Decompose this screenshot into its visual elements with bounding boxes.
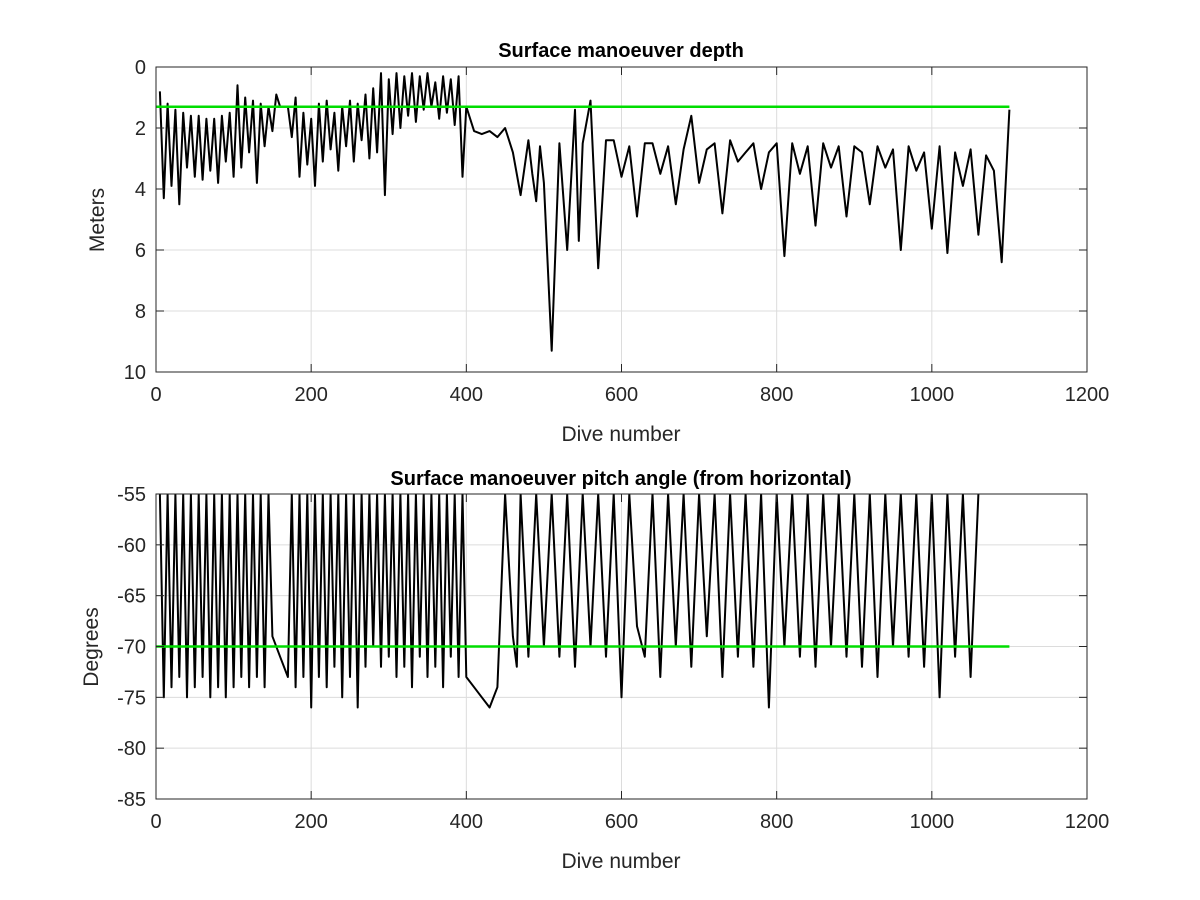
x-axis-label: Dive number [561,423,680,446]
x-tick-label: 400 [450,811,483,833]
y-tick-label: 6 [135,240,146,262]
x-tick-label: 1000 [910,811,955,833]
x-tick-label: 600 [605,811,638,833]
x-axis-label: Dive number [561,850,680,873]
y-tick-label: 8 [135,301,146,323]
y-tick-label: -65 [117,586,146,608]
series-line [158,494,980,709]
x-tick-label: 800 [760,811,793,833]
y-tick-label: 2 [135,118,146,140]
y-tick-label: -80 [117,738,146,760]
y-axis-label: Meters [86,188,109,252]
axis-ticks: 0 200 400 600 800 1000 1200 0 2 4 6 8 10 [124,57,1110,406]
data-series [156,494,1010,709]
x-tick-label: 400 [450,384,483,406]
chart-title: Surface manoeuver pitch angle (from hori… [390,468,851,490]
pitch-chart-panel: Surface manoeuver pitch angle (from hori… [80,468,1109,873]
x-tick-label: 1200 [1065,384,1110,406]
series-line [158,72,1011,352]
y-axis-label: Degrees [80,607,103,686]
chart-title: Surface manoeuver depth [498,40,744,62]
y-tick-label: 4 [135,179,146,201]
x-tick-label: 1200 [1065,811,1110,833]
x-tick-label: 200 [294,811,327,833]
axis-ticks: 0 200 400 600 800 1000 1200 -55 -60 -65 -70 -75 -80 -… [117,484,1109,833]
x-tick-label: 600 [605,384,638,406]
y-tick-label: -60 [117,535,146,557]
data-series [156,72,1011,352]
x-tick-label: 1000 [910,384,955,406]
x-tick-label: 200 [294,384,327,406]
x-tick-label: 0 [150,384,161,406]
x-tick-label: 800 [760,384,793,406]
y-tick-label: 0 [135,57,146,79]
y-tick-label: -55 [117,484,146,506]
y-tick-label: 10 [124,362,146,384]
x-tick-label: 0 [150,811,161,833]
y-tick-label: -70 [117,637,146,659]
y-tick-label: -85 [117,789,146,811]
y-tick-label: -75 [117,687,146,709]
depth-chart-panel: Surface manoeuver depth 0 200 400 600 800 100… [86,40,1109,446]
